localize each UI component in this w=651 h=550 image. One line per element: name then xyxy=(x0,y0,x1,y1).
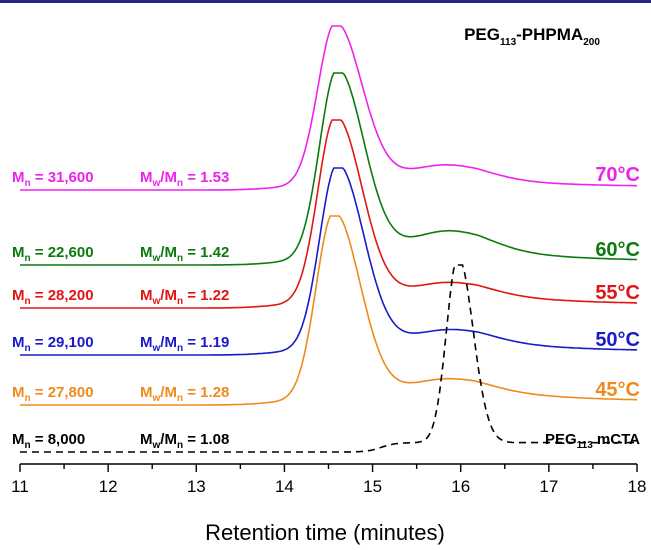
mw-symbol: M xyxy=(140,169,153,186)
tick-label-15: 15 xyxy=(363,477,382,496)
mw-symbol: M xyxy=(140,244,153,261)
tick-label-13: 13 xyxy=(187,477,206,496)
mw-subscript: w xyxy=(152,440,161,451)
series-name-2: 60°C xyxy=(595,239,640,261)
mn-symbol: M xyxy=(12,169,25,186)
series-name-1: 70°C xyxy=(595,164,640,186)
mw-subscript: w xyxy=(152,393,161,404)
tick-label-17: 17 xyxy=(539,477,558,496)
series-name-3: 55°C xyxy=(595,282,640,304)
dispersity-value: = 1.19 xyxy=(183,334,229,351)
name-rest: mCTA xyxy=(593,431,640,448)
mn-symbol-2: /M xyxy=(160,287,177,304)
mw-subscript: w xyxy=(152,178,161,189)
mn-symbol-2: /M xyxy=(160,169,177,186)
mw-symbol: M xyxy=(140,431,153,448)
title-mid: -PHPMA xyxy=(516,25,583,44)
dispersity-label-2: Mw/Mn = 1.42 xyxy=(140,244,229,264)
mw-subscript: w xyxy=(152,343,161,354)
mn-symbol-2: /M xyxy=(160,334,177,351)
mw-subscript: w xyxy=(152,296,161,307)
mn-label-3: Mn = 28,200 xyxy=(12,287,94,307)
mw-subscript: w xyxy=(152,253,161,264)
title-sub-1: 113 xyxy=(500,37,517,48)
tick-label-14: 14 xyxy=(275,477,294,496)
name-base: PEG xyxy=(545,431,577,448)
x-axis-title: Retention time (minutes) xyxy=(205,520,445,545)
series-line-3 xyxy=(20,119,637,309)
dispersity-label-1: Mw/Mn = 1.53 xyxy=(140,169,229,189)
mn-symbol: M xyxy=(12,431,25,448)
dispersity-label-3: Mw/Mn = 1.22 xyxy=(140,287,229,307)
dispersity-value: = 1.22 xyxy=(183,287,229,304)
dispersity-value: = 1.53 xyxy=(183,169,229,186)
mn-symbol: M xyxy=(12,287,25,304)
mn-value: = 8,000 xyxy=(31,431,86,448)
mn-value: = 27,800 xyxy=(31,384,94,401)
tick-label-11: 11 xyxy=(11,477,29,496)
dispersity-value: = 1.08 xyxy=(183,431,229,448)
tick-label-18: 18 xyxy=(628,477,647,496)
series-line-6 xyxy=(20,264,637,453)
mn-label-5: Mn = 27,800 xyxy=(12,384,94,404)
series-name-5: 45°C xyxy=(595,379,640,401)
dispersity-value: = 1.28 xyxy=(183,384,229,401)
mn-value: = 22,600 xyxy=(31,244,94,261)
mn-subscript: n xyxy=(25,393,31,404)
mn-subscript: n xyxy=(25,343,31,354)
mn-symbol-2: /M xyxy=(160,431,177,448)
curves-layer xyxy=(20,25,638,453)
series-line-5 xyxy=(20,215,637,406)
mn-subscript-2: n xyxy=(177,253,183,264)
series-name-4: 50°C xyxy=(595,329,640,351)
mn-subscript: n xyxy=(25,253,31,264)
x-axis: 11 12 13 14 15 16 17 18 xyxy=(11,463,647,496)
mn-label-2: Mn = 22,600 xyxy=(12,244,94,264)
mn-subscript-2: n xyxy=(177,440,183,451)
title-base-1: PEG xyxy=(464,25,500,44)
mw-symbol: M xyxy=(140,334,153,351)
title-sub-2: 200 xyxy=(583,37,600,48)
mn-value: = 31,600 xyxy=(31,169,94,186)
mn-subscript: n xyxy=(25,440,31,451)
mn-subscript: n xyxy=(25,178,31,189)
mn-symbol: M xyxy=(12,334,25,351)
series-name-6: PEG113 mCTA xyxy=(545,431,640,451)
dispersity-label-4: Mw/Mn = 1.19 xyxy=(140,334,229,354)
series-line-2 xyxy=(20,72,637,266)
dispersity-label-6: Mw/Mn = 1.08 xyxy=(140,431,229,451)
dispersity-value: = 1.42 xyxy=(183,244,229,261)
chart-title: PEG113-PHPMA200 xyxy=(464,25,600,48)
header-bar xyxy=(0,0,651,3)
series-line-1 xyxy=(20,25,637,191)
mn-value: = 29,100 xyxy=(31,334,94,351)
mn-label-6: Mn = 8,000 xyxy=(12,431,85,451)
mn-subscript-2: n xyxy=(177,393,183,404)
dispersity-label-5: Mw/Mn = 1.28 xyxy=(140,384,229,404)
labels-layer: Mn = 31,600 Mw/Mn = 1.53 70°CMn = 22,600 Mw… xyxy=(12,164,640,451)
mn-symbol: M xyxy=(12,244,25,261)
mn-subscript-2: n xyxy=(177,296,183,307)
mw-symbol: M xyxy=(140,384,153,401)
name-subscript: 113 xyxy=(577,440,594,451)
tick-label-12: 12 xyxy=(99,477,118,496)
mn-subscript: n xyxy=(25,296,31,307)
series-line-4 xyxy=(20,167,638,356)
mn-subscript-2: n xyxy=(177,178,183,189)
mn-value: = 28,200 xyxy=(31,287,94,304)
mn-label-4: Mn = 29,100 xyxy=(12,334,94,354)
tick-label-16: 16 xyxy=(451,477,470,496)
mn-symbol: M xyxy=(12,384,25,401)
mn-symbol-2: /M xyxy=(160,384,177,401)
mw-symbol: M xyxy=(140,287,153,304)
mn-symbol-2: /M xyxy=(160,244,177,261)
mn-label-1: Mn = 31,600 xyxy=(12,169,94,189)
mn-subscript-2: n xyxy=(177,343,183,354)
